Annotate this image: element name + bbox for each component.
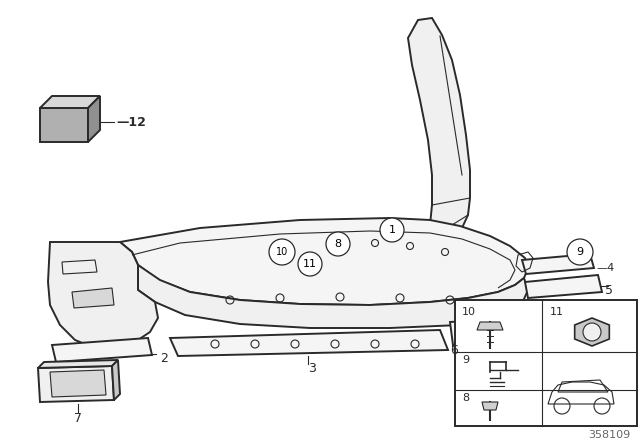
Text: —12: —12	[116, 116, 146, 129]
Text: 10: 10	[462, 307, 476, 317]
Text: 3: 3	[308, 362, 316, 375]
FancyBboxPatch shape	[455, 300, 637, 426]
Text: 358109: 358109	[588, 430, 630, 440]
Text: 5: 5	[605, 284, 613, 297]
Polygon shape	[477, 322, 503, 330]
Polygon shape	[40, 96, 100, 108]
Text: 1: 1	[388, 225, 396, 235]
Polygon shape	[72, 288, 114, 308]
Text: 7: 7	[74, 412, 82, 425]
Polygon shape	[38, 366, 114, 402]
Text: 6: 6	[450, 344, 458, 357]
Polygon shape	[138, 265, 528, 328]
Polygon shape	[408, 18, 470, 246]
Text: 10: 10	[276, 247, 288, 257]
Text: 9: 9	[462, 355, 469, 365]
Polygon shape	[50, 370, 106, 397]
Polygon shape	[120, 218, 528, 305]
Polygon shape	[525, 275, 602, 298]
Polygon shape	[48, 242, 158, 348]
Polygon shape	[52, 338, 152, 362]
Polygon shape	[522, 254, 594, 274]
Text: 2: 2	[160, 352, 168, 365]
Text: 11: 11	[550, 307, 564, 317]
Circle shape	[567, 239, 593, 265]
Polygon shape	[112, 360, 120, 400]
Circle shape	[380, 218, 404, 242]
Circle shape	[269, 239, 295, 265]
Text: 11: 11	[303, 259, 317, 269]
Text: 8: 8	[462, 393, 469, 403]
Circle shape	[326, 232, 350, 256]
Polygon shape	[40, 108, 88, 142]
Circle shape	[583, 323, 601, 341]
Polygon shape	[38, 360, 118, 368]
Polygon shape	[482, 402, 498, 410]
Polygon shape	[170, 330, 448, 356]
Circle shape	[298, 252, 322, 276]
Polygon shape	[450, 316, 548, 345]
Text: —4: —4	[596, 263, 614, 273]
Polygon shape	[575, 318, 609, 346]
Text: 8: 8	[335, 239, 342, 249]
Text: 9: 9	[577, 247, 584, 257]
Polygon shape	[88, 96, 100, 142]
